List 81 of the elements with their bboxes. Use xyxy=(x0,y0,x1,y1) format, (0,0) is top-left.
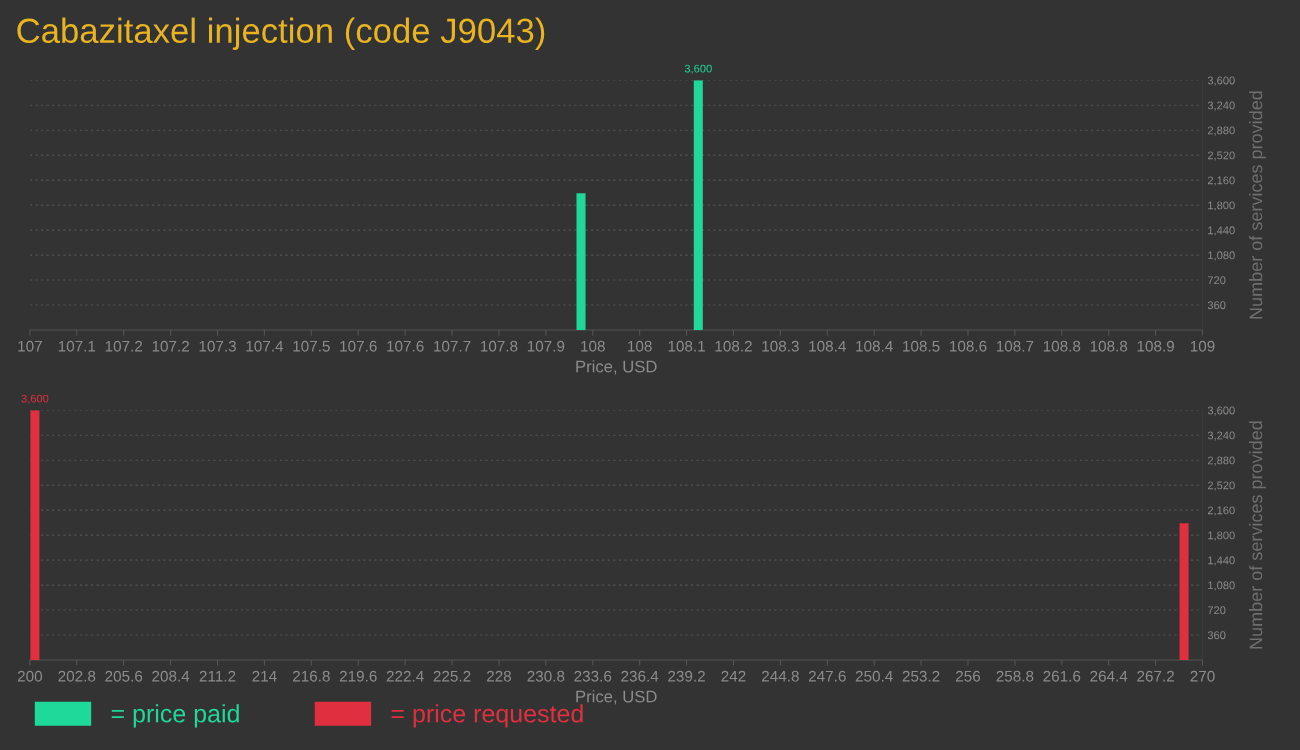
y-tick-label: 2,160 xyxy=(1207,176,1235,186)
x-tick-label: 107.2 xyxy=(105,340,143,352)
x-tick-label: 107.6 xyxy=(340,340,377,352)
y-tick-label: 1,440 xyxy=(1208,226,1235,236)
x-tick-label: 108.2 xyxy=(715,340,752,352)
y-tick-label: 720 xyxy=(1207,276,1226,285)
x-tick-label: 108.7 xyxy=(996,340,1034,352)
y-tick-label: 720 xyxy=(1207,606,1226,615)
x-tick-label: 256 xyxy=(956,670,981,682)
x-tick-label: 107.1 xyxy=(58,340,96,352)
x-tick-label: 208.4 xyxy=(152,670,190,682)
x-tick-label: 228 xyxy=(486,670,512,682)
x-tick-label: 216.8 xyxy=(292,670,330,682)
x-tick-label: 233.6 xyxy=(574,670,612,682)
x-tick-label: 242 xyxy=(721,670,746,682)
x-tick-label: 244.8 xyxy=(762,670,799,682)
x-tick-label: 109 xyxy=(1190,340,1215,352)
x-tick-label: 236.4 xyxy=(621,670,659,682)
x-tick-label: 219.6 xyxy=(339,670,377,682)
legend-label: = price paid xyxy=(111,704,239,728)
x-tick-label: 108 xyxy=(581,340,605,352)
x-tick-label: 107 xyxy=(18,340,42,352)
x-tick-label: 267.2 xyxy=(1137,670,1174,682)
x-tick-label: 247.6 xyxy=(808,670,846,682)
y-tick-label: 2,160 xyxy=(1207,506,1235,516)
x-tick-label: 108.1 xyxy=(668,340,705,352)
legend-label: = price requested xyxy=(391,704,583,728)
x-axis-title: Price, USD xyxy=(576,690,657,705)
x-tick-label: 261.6 xyxy=(1043,670,1081,682)
y-tick-label: 2,880 xyxy=(1207,126,1235,136)
x-tick-label: 202.8 xyxy=(58,670,96,682)
x-tick-label: 107.3 xyxy=(199,340,236,352)
x-tick-label: 107.6 xyxy=(387,340,424,352)
y-tick-label: 1,800 xyxy=(1208,531,1235,541)
y-tick-label: 3,240 xyxy=(1207,101,1235,111)
x-tick-label: 258.8 xyxy=(996,670,1034,682)
y-tick-label: 2,520 xyxy=(1207,151,1235,161)
y-tick-label: 1,080 xyxy=(1208,581,1235,591)
x-tick-label: 239.2 xyxy=(668,670,705,682)
x-tick-label: 108.4 xyxy=(809,340,846,352)
x-tick-label: 107.9 xyxy=(527,340,565,352)
x-tick-label: 108.6 xyxy=(950,340,987,352)
y-tick-label: 1,800 xyxy=(1208,201,1235,211)
x-tick-label: 250.4 xyxy=(855,670,893,682)
x-tick-label: 108.3 xyxy=(762,340,799,352)
x-axis-title: Price, USD xyxy=(576,360,657,375)
y-tick-label: 3,240 xyxy=(1207,431,1235,441)
y-axis-title: Number of services provided xyxy=(1249,421,1266,649)
x-tick-label: 264.4 xyxy=(1090,670,1128,682)
x-tick-label: 200 xyxy=(17,670,43,682)
x-tick-label: 270 xyxy=(1190,670,1215,682)
x-tick-label: 108 xyxy=(628,340,652,352)
x-tick-label: 108.9 xyxy=(1137,340,1174,352)
y-tick-label: 3,600 xyxy=(1207,406,1235,416)
x-tick-label: 230.8 xyxy=(527,670,565,682)
y-axis-title: Number of services provided xyxy=(1249,91,1266,319)
x-tick-label: 225.2 xyxy=(433,670,471,682)
x-tick-label: 108.8 xyxy=(1090,340,1128,352)
y-tick-label: 2,520 xyxy=(1207,481,1235,491)
y-tick-label: 3,600 xyxy=(1207,76,1235,86)
data-label: 3,600 xyxy=(684,64,712,74)
y-tick-label: 1,080 xyxy=(1208,251,1235,261)
x-tick-label: 108.5 xyxy=(903,340,940,352)
y-tick-label: 1,440 xyxy=(1208,556,1235,566)
x-tick-label: 214 xyxy=(252,670,277,682)
y-tick-label: 360 xyxy=(1207,631,1226,640)
x-tick-label: 107.7 xyxy=(434,340,471,352)
data-label: 3,600 xyxy=(21,394,49,404)
y-tick-label: 2,880 xyxy=(1207,456,1235,466)
x-tick-label: 253.2 xyxy=(902,670,940,682)
x-tick-label: 108.4 xyxy=(856,340,893,352)
x-tick-label: 107.4 xyxy=(246,340,284,352)
x-tick-label: 107.5 xyxy=(293,340,330,352)
x-tick-label: 222.4 xyxy=(386,670,424,682)
y-tick-label: 360 xyxy=(1207,301,1226,310)
x-tick-label: 107.8 xyxy=(480,340,518,352)
x-tick-label: 205.6 xyxy=(105,670,143,682)
x-tick-label: 211.2 xyxy=(199,670,236,682)
chart-title: Cabazitaxel injection (code J9043) xyxy=(17,17,545,50)
x-tick-label: 108.8 xyxy=(1043,340,1081,352)
x-tick-label: 107.2 xyxy=(152,340,189,352)
